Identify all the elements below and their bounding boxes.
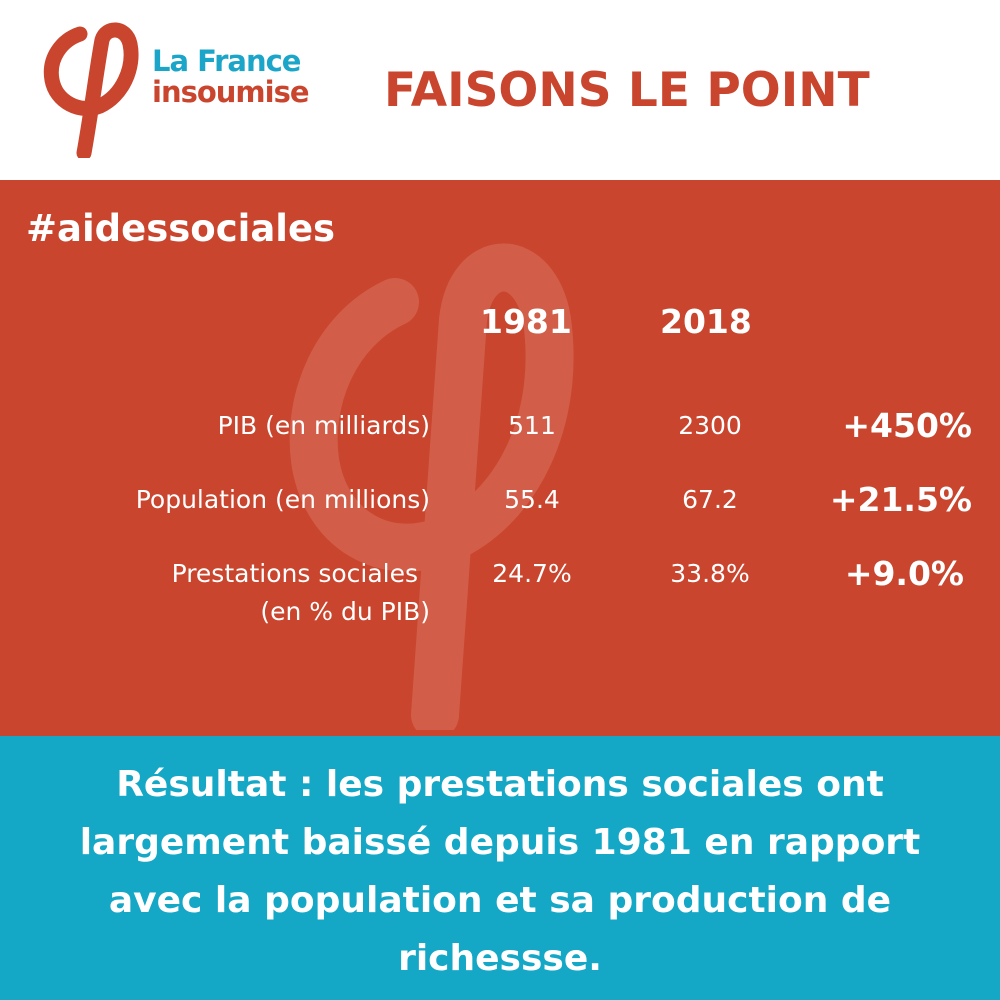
logo-line-1: La France (152, 44, 301, 78)
result-text: Résultat : les prestations sociales ont … (79, 764, 921, 979)
phi-icon (43, 22, 139, 158)
headline: FAISONS LE POINT (384, 63, 870, 118)
logo-text: La France insoumise (152, 44, 310, 109)
result-footer: Résultat : les prestations sociales ont … (0, 736, 1000, 1000)
change-prestations: +9.0% (844, 554, 964, 593)
value-prestations-2018: 33.8% (670, 559, 750, 588)
value-population-1981: 55.4 (504, 485, 560, 514)
logo-line-2: insoumise (152, 75, 310, 109)
data-panel: #aidessociales 1981 2018 PIB (en milliar… (0, 180, 1000, 736)
phi-watermark-icon (289, 243, 574, 730)
row-label-prestations-line1: Prestations sociales (171, 559, 418, 588)
row-label-pib: PIB (en milliards) (217, 411, 430, 440)
change-pib: +450% (842, 406, 972, 445)
value-prestations-1981: 24.7% (492, 559, 572, 588)
column-header-1981: 1981 (480, 302, 572, 341)
column-header-2018: 2018 (660, 302, 752, 341)
value-pib-2018: 2300 (678, 411, 742, 440)
value-pib-1981: 511 (508, 411, 556, 440)
row-label-population: Population (en millions) (135, 485, 430, 514)
header: La France insoumise FAISONS LE POINT (0, 0, 1000, 180)
change-population: +21.5% (829, 480, 972, 519)
value-population-2018: 67.2 (682, 485, 738, 514)
hashtag: #aidessociales (26, 207, 336, 250)
row-label-prestations-line2: (en % du PIB) (260, 597, 430, 626)
